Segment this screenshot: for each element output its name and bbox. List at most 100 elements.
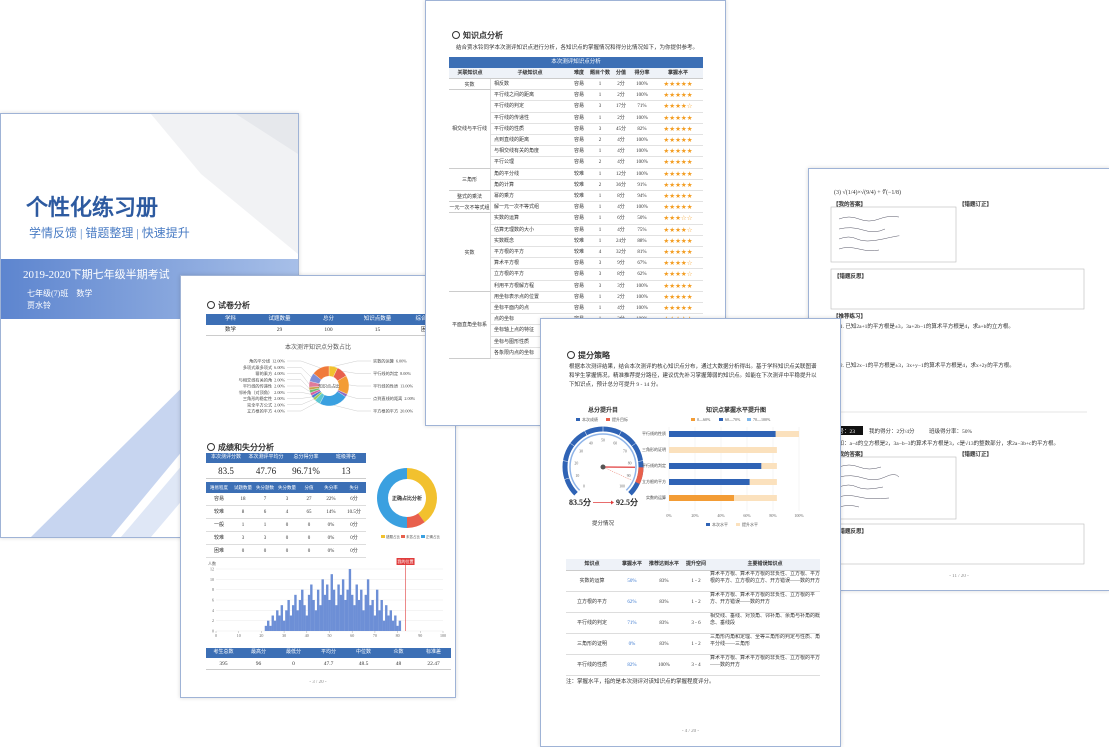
legend-swatch	[381, 535, 385, 538]
leader-line	[287, 367, 311, 377]
intro-text: 结合贾水铃同学本次测评知识点进行分析，各知识点的掌握情况和得分比情况如下，为你提…	[456, 43, 698, 51]
mastery-stars: ★★★★★	[653, 135, 703, 146]
y-tick-label: 6	[212, 598, 214, 603]
table-cell: 83%	[646, 613, 682, 634]
table-cell: 88%	[631, 236, 653, 247]
table-cell: 83%	[646, 571, 682, 592]
slice-percent: 6.00%	[396, 359, 407, 364]
donut-center: 正确占比分析	[392, 495, 422, 502]
table-cell: 数学	[206, 325, 255, 336]
current-bar	[669, 495, 734, 501]
histogram-bar	[285, 610, 287, 631]
histogram-bar	[324, 595, 326, 631]
loss-cell: 65	[298, 506, 320, 519]
histogram-bar	[344, 600, 346, 631]
histogram-bar	[292, 605, 294, 631]
y-tick-label: 4	[212, 608, 214, 613]
loss-cell: 14%	[320, 506, 342, 519]
wrong-question-page: (3) √(1/4)×√(9/4) + ∛(−1/8) 【我的答案】 【错题订正…	[808, 168, 1109, 591]
cover-subtitle: 学情反馈 | 错题整理 | 快速提升	[29, 224, 190, 241]
table-cell: 3	[589, 124, 611, 135]
table-cell: 平行线的判定	[491, 101, 569, 112]
loss-cell: 0	[298, 532, 320, 545]
legend-swatch	[719, 418, 723, 421]
summary-value: 22.47	[416, 658, 451, 670]
table-cell: 三角形内角和定理、全等三角形的判定与性质、角平分线——三角形	[710, 634, 820, 655]
slice-name: 平行线的判定	[373, 370, 398, 377]
table-cell: 平行线的判定	[566, 613, 618, 634]
stats-value: 96.71%	[286, 463, 326, 479]
table-cell: 容易	[569, 157, 589, 168]
table-cell: 4分	[611, 202, 631, 213]
table-cell: 立方根的平方	[491, 269, 569, 280]
x-tick-label: 100	[440, 633, 446, 638]
table-cell: 1 - 2	[682, 592, 710, 613]
slice-percent: 20.00%	[400, 409, 413, 414]
loss-cell: 较难	[206, 506, 232, 519]
loss-cell: 22%	[320, 493, 342, 506]
loss-cell: 0分	[342, 519, 366, 532]
summary-header: 考生总数	[206, 648, 241, 658]
summary-header: 平均分	[311, 648, 346, 658]
histogram-bar	[358, 600, 360, 631]
leader-line	[287, 397, 312, 399]
note: 注：掌握水平，指的是本次测评对该知识点的掌握程度评分。	[566, 677, 715, 685]
table-cell: 3分	[611, 281, 631, 292]
loss-cell: 3	[276, 493, 298, 506]
x-tick-label: 40%	[717, 513, 725, 518]
table-header: 题目个数	[589, 68, 611, 79]
table-cell: 29	[255, 325, 304, 336]
histogram-bar	[399, 621, 401, 631]
loss-cell: 0分	[342, 532, 366, 545]
histogram-bar	[290, 616, 292, 632]
gauge-tick-label: 50	[601, 439, 605, 443]
leader-line	[342, 371, 371, 373]
histogram-bar	[265, 626, 267, 631]
table-cell: 62%	[618, 592, 646, 613]
summary-value: 48	[381, 658, 416, 670]
table-cell: 3	[589, 258, 611, 269]
table-cell: 解一元一次不等式组	[491, 202, 569, 213]
loss-cell: 4	[276, 506, 298, 519]
loss-cell: 0	[276, 532, 298, 545]
loss-header: 失分题数	[254, 482, 276, 493]
slice-name: 平行线的传递性	[243, 383, 272, 390]
slice-name: 实数的运算	[373, 358, 394, 365]
table-cell: 100%	[631, 135, 653, 146]
gauge-tick-label: 60	[613, 441, 617, 445]
histogram-bar	[365, 595, 367, 631]
loss-cell: 27	[298, 493, 320, 506]
group-name: 实数	[449, 213, 491, 291]
table-cell: 2	[589, 135, 611, 146]
histogram-bar	[356, 585, 358, 632]
arrow-head	[611, 501, 614, 505]
legend-label: 0—60%	[697, 417, 711, 422]
practice-item: 22.2. 已知2x−1的平方根是±3，3x+y−1的算术平方根是4，求x+2y…	[833, 361, 1015, 369]
stats-value: 83.5	[206, 463, 246, 479]
chart-title: 本次测评知识点分数占比	[181, 342, 455, 351]
table-cell: 平行线的性质	[491, 124, 569, 135]
table-cell: 8分	[611, 191, 631, 202]
histogram-bar	[326, 585, 328, 632]
table-cell: 100%	[631, 303, 653, 314]
leader-line	[333, 361, 371, 366]
histogram-bar	[283, 621, 285, 631]
slice-percent: 2.00%	[274, 390, 285, 395]
target-bar	[669, 447, 777, 453]
table-cell: 较难	[569, 247, 589, 258]
histogram-bar	[390, 610, 392, 631]
table-cell: 容易	[569, 90, 589, 101]
legend-swatch	[736, 523, 740, 526]
histogram-bar	[317, 590, 319, 631]
mastery-stars: ★★★★★	[653, 247, 703, 258]
leader-line	[287, 380, 309, 389]
loss-cell: 6分	[342, 493, 366, 506]
mastery-stars: ★★★★★	[653, 236, 703, 247]
loss-cell: 0	[232, 545, 254, 558]
loss-cell: 6	[254, 506, 276, 519]
loss-cell: 1	[254, 519, 276, 532]
histogram-bar	[335, 605, 337, 631]
